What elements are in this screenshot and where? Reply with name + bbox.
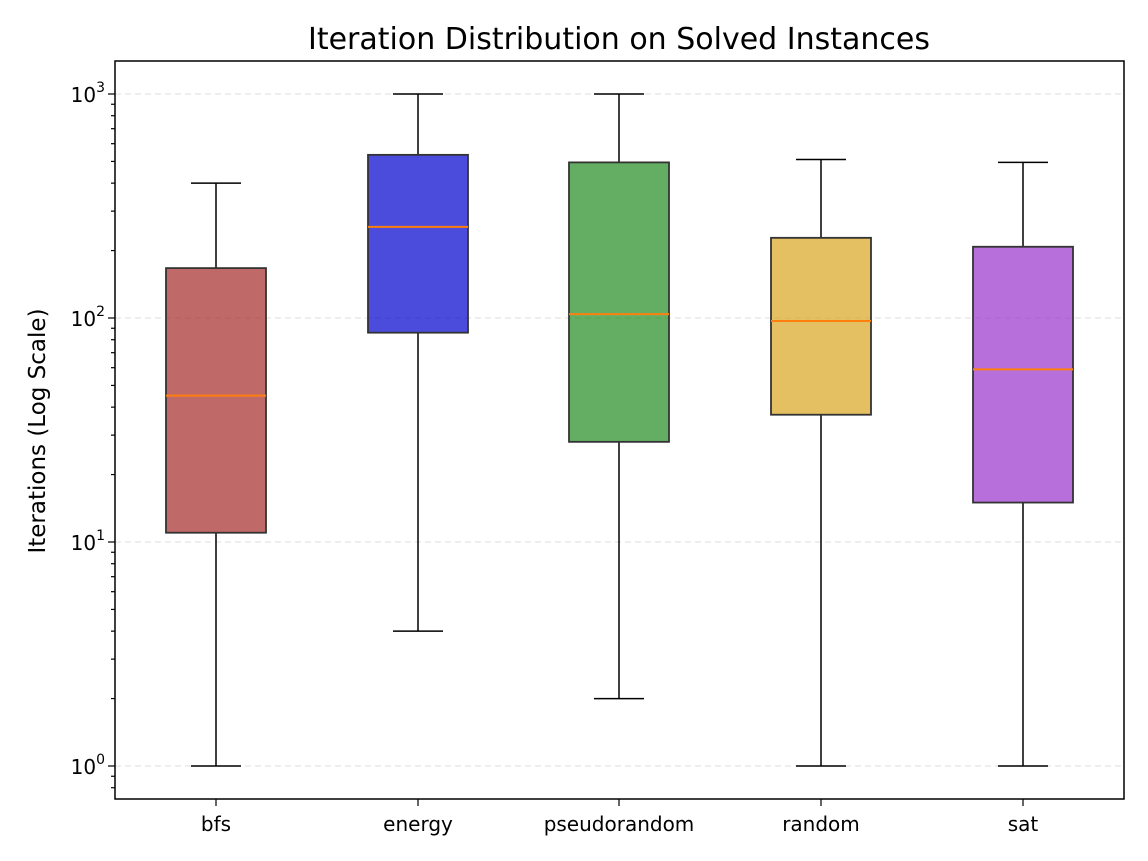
box-group-sat — [972, 161, 1074, 767]
y-tick-label-exponent: 3 — [96, 80, 105, 96]
y-tick-label: 100 — [71, 752, 105, 779]
x-tick-label: pseudorandom — [544, 812, 695, 836]
x-tick-label: energy — [383, 812, 453, 836]
box-group-random — [770, 158, 872, 767]
box-bfs — [165, 267, 267, 534]
y-tick-label-exponent: 2 — [96, 304, 105, 320]
y-tick-label-exponent: 0 — [96, 752, 105, 768]
box-group-bfs — [165, 182, 267, 767]
y-tick-label-base: 10 — [71, 307, 96, 331]
box-group-energy — [367, 93, 469, 632]
y-tick-label-exponent: 1 — [96, 528, 105, 544]
y-tick-label-base: 10 — [71, 755, 96, 779]
box-sat — [972, 245, 1074, 504]
chart-title: Iteration Distribution on Solved Instanc… — [308, 22, 930, 57]
y-tick-label: 102 — [71, 304, 105, 331]
y-axis-label: Iterations (Log Scale) — [25, 308, 51, 553]
y-tick-label-base: 10 — [71, 83, 96, 107]
x-tick-label: random — [782, 812, 860, 836]
plot-frame — [114, 60, 1125, 800]
box-energy — [367, 153, 469, 334]
box-series — [165, 93, 1074, 767]
y-tick-label: 103 — [71, 80, 105, 107]
x-tick-label: sat — [1008, 812, 1039, 836]
box-random — [770, 236, 872, 416]
y-tick-label: 101 — [71, 528, 105, 555]
x-tick-label: bfs — [201, 812, 231, 836]
y-tick-label-base: 10 — [71, 531, 96, 555]
box-group-pseudorandom — [568, 93, 670, 700]
box-pseudorandom — [568, 161, 670, 443]
